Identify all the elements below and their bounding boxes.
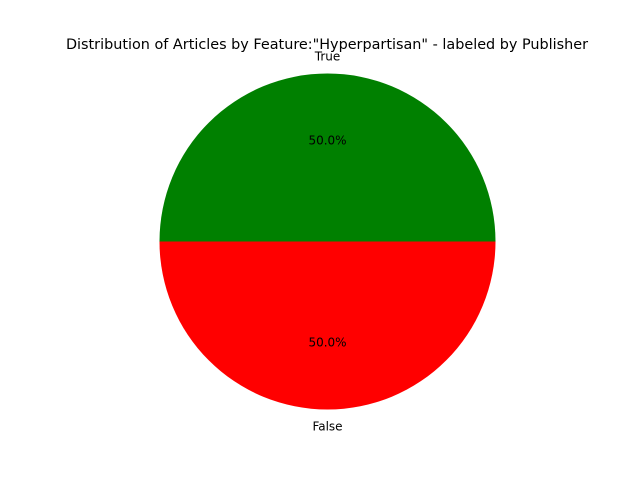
pie-slice-category-label: False [312, 419, 342, 433]
pie-slice-true [159, 73, 496, 242]
pie-labels: 50.0% True 50.0% False [308, 50, 346, 434]
pie-slice-false [159, 241, 496, 410]
pie-slice-percent-label: 50.0% [308, 134, 346, 148]
pie-slices [159, 73, 496, 410]
chart-title: Distribution of Articles by Feature:"Hyp… [66, 37, 588, 53]
pie-slice-percent-label: 50.0% [308, 335, 346, 349]
pie-slice-category-label: True [314, 50, 341, 64]
